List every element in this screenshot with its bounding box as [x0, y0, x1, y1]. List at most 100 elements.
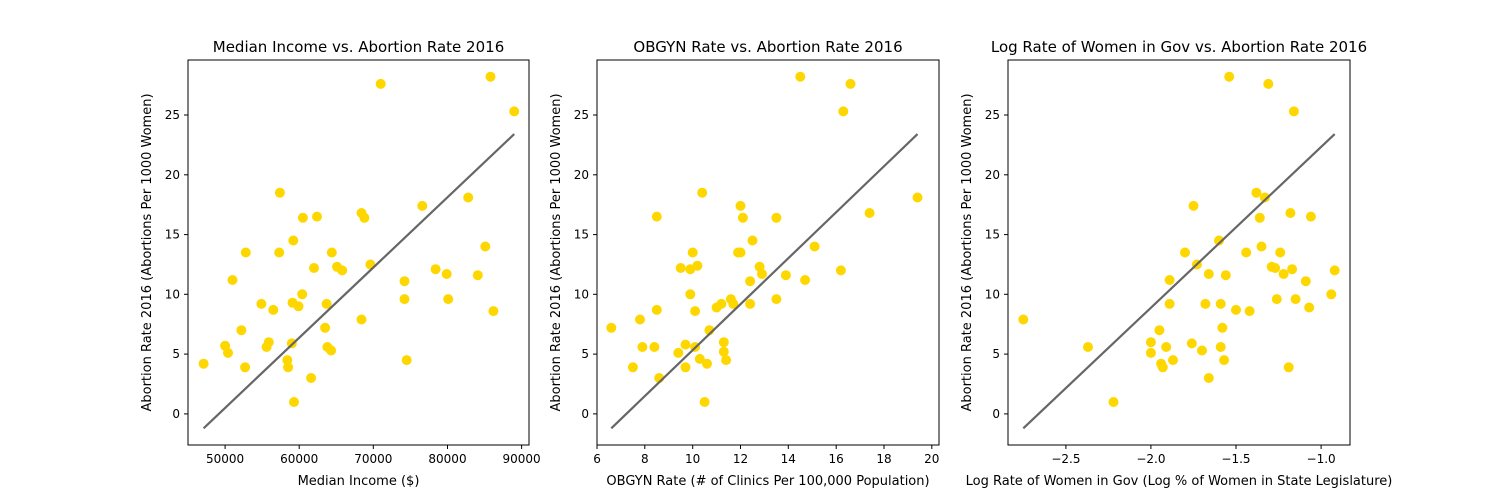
scatter-point — [268, 304, 279, 315]
x-tick-label: 90000 — [503, 452, 541, 466]
x-ticks: −2.5 −2.0 −1.5 −1.0 — [1051, 445, 1336, 466]
scatter-panel-women-in-gov: −2.5 −2.0 −1.5 −1.0 0 5 10 15 20 25 Log Rate of … — [960, 38, 1392, 489]
x-tick-label: 70000 — [354, 452, 392, 466]
scatter-point — [399, 294, 410, 305]
scatter-point — [771, 212, 782, 223]
scatter-point — [1215, 298, 1226, 309]
scatter-point — [1283, 362, 1294, 373]
x-tick-label: 20 — [924, 452, 939, 466]
x-tick-label: 14 — [781, 452, 796, 466]
y-tick-label: 10 — [574, 287, 589, 301]
chart-title: OBGYN Rate vs. Abortion Rate 2016 — [633, 38, 902, 56]
x-ticks: 50000 60000 70000 80000 90000 — [206, 445, 541, 466]
x-tick-label: 16 — [829, 452, 844, 466]
x-tick-label: 80000 — [428, 452, 466, 466]
y-tick-label: 5 — [581, 347, 589, 361]
scatter-point — [690, 306, 701, 317]
plot-area — [188, 60, 529, 445]
scatter-point — [309, 263, 319, 273]
x-ticks: 6 8 10 12 14 16 18 20 — [593, 445, 939, 466]
regression-line — [610, 133, 919, 430]
scatter-point — [845, 78, 856, 89]
scatter-point — [697, 187, 708, 198]
scatter-point — [1180, 247, 1190, 258]
scatter-point — [1290, 294, 1301, 305]
scatter-point — [1164, 275, 1175, 285]
scatter-point — [627, 362, 638, 373]
x-tick-label: 6 — [593, 452, 601, 466]
scatter-point — [809, 241, 820, 252]
scatter-point — [1287, 264, 1298, 275]
scatter-point — [1200, 298, 1211, 309]
scatter-point — [673, 347, 684, 358]
y-tick-label: 20 — [985, 168, 1000, 182]
scatter-point — [771, 294, 782, 305]
scatter-point — [718, 346, 729, 357]
scatter-point — [227, 275, 238, 285]
scatter-point — [320, 322, 331, 333]
x-tick-label: 12 — [733, 452, 748, 466]
scatter-point — [1288, 106, 1299, 117]
scatter-point — [1145, 337, 1156, 348]
scatter-point — [745, 298, 756, 309]
scatter-point — [795, 71, 806, 82]
scatter-point — [680, 362, 691, 373]
scatter-point — [637, 342, 648, 352]
scatter-point — [864, 208, 875, 218]
scatter-point — [274, 247, 285, 258]
scatter-point — [288, 235, 299, 246]
scatter-point — [263, 337, 274, 348]
scatter-point — [835, 265, 846, 276]
scatter-point — [747, 235, 758, 246]
scatter-point — [716, 298, 727, 309]
scatter-point — [735, 247, 746, 258]
y-tick-label: 25 — [165, 108, 180, 122]
y-tick-label: 15 — [165, 228, 180, 242]
scatter-panel-income: 50000 60000 70000 80000 90000 0 5 10 15 20 25 Med… — [140, 38, 541, 489]
scatter-point — [735, 200, 746, 211]
scatter-point — [441, 269, 452, 279]
x-tick-label: 10 — [685, 452, 700, 466]
scatter-point — [1220, 270, 1231, 281]
scatter-point — [463, 192, 474, 203]
scatter-point — [912, 192, 923, 203]
scatter-point — [256, 298, 267, 309]
x-tick-label: −2.5 — [1051, 452, 1080, 466]
scatter-point — [274, 187, 285, 198]
plot-area — [597, 60, 939, 445]
scatter-point — [680, 339, 691, 350]
scatter-point — [1145, 347, 1156, 358]
y-tick-label: 5 — [992, 347, 1000, 361]
scatter-point — [326, 247, 337, 258]
y-axis-label: Abortion Rate 2016 (Abortions Per 1000 W… — [960, 93, 975, 411]
scatter-point — [651, 211, 662, 222]
scatter-point — [692, 260, 703, 271]
y-tick-label: 0 — [172, 407, 180, 421]
scatter-point — [1326, 289, 1337, 300]
x-tick-label: 8 — [641, 452, 649, 466]
scatter-point — [236, 325, 247, 336]
y-ticks: 0 5 10 15 20 25 — [165, 108, 188, 421]
scatter-point — [430, 264, 441, 275]
scatter-point — [1259, 192, 1270, 203]
y-tick-label: 10 — [165, 287, 180, 301]
scatter-point — [1263, 78, 1274, 89]
scatter-point — [699, 397, 710, 407]
scatter-point — [417, 200, 428, 211]
scatter-point — [240, 247, 251, 258]
chart-title: Log Rate of Women in Gov vs. Abortion Ra… — [991, 38, 1367, 56]
scatter-point — [326, 345, 337, 356]
y-tick-label: 25 — [574, 108, 589, 122]
scatter-point — [1161, 342, 1172, 352]
scatter-point — [293, 301, 304, 312]
y-tick-label: 10 — [985, 287, 1000, 301]
y-tick-label: 20 — [165, 168, 180, 182]
scatter-point — [443, 294, 454, 305]
scatter-point — [800, 275, 811, 285]
scatter-point — [838, 106, 849, 117]
scatter-point — [718, 337, 729, 348]
y-ticks: 0 5 10 15 20 25 — [574, 108, 597, 421]
scatter-point — [757, 269, 767, 279]
y-axis-label: Abortion Rate 2016 (Abortions Per 1000 W… — [140, 93, 155, 411]
x-tick-label: −1.5 — [1221, 452, 1250, 466]
